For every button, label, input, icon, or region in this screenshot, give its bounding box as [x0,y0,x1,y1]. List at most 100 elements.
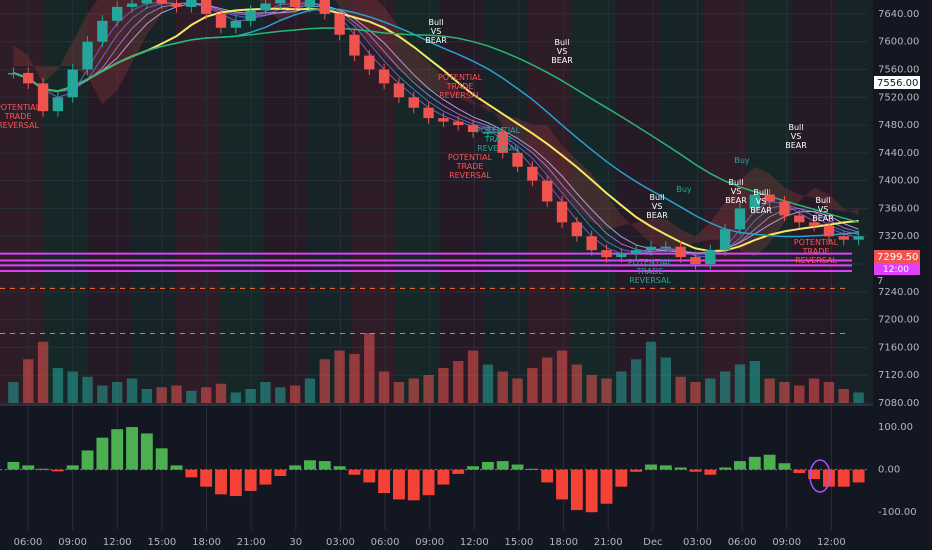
volume-bar [823,382,835,403]
candle-body [571,222,583,237]
candle-body [52,97,64,112]
x-tick-label: 18:00 [192,537,221,548]
histogram-bar [645,464,657,470]
histogram-bar [7,461,20,470]
volume-bar [794,385,805,403]
session-band [44,0,88,405]
candle-body [141,0,153,4]
histogram-bar [496,461,509,470]
histogram-bar [170,465,183,470]
green-ma-line [13,27,859,223]
candle-body [660,246,672,249]
volume-bar [52,368,64,403]
volume-bar [37,341,49,403]
volume-bar [23,359,34,403]
histogram-bar [585,469,598,513]
x-tick-label: 21:00 [237,537,266,548]
x-tick-label: 21:00 [594,537,623,548]
annotation-label: REVERSAL [449,171,491,180]
oscillator-tick-label: 0.00 [878,465,900,476]
volume-bar [438,368,449,403]
annotation-label: VS [818,205,829,214]
annotation-label: Bull [728,178,743,187]
histogram-bar [96,437,109,470]
session-band [484,0,528,405]
annotation-label: TRADE [484,135,512,144]
x-tick-label: 03:00 [326,537,355,548]
y-tick-label: 7440.00 [878,148,919,159]
histogram-bar [541,469,554,483]
session-band [704,0,748,405]
volume-bar [349,354,360,403]
moving-averages [13,1,859,258]
last-price-tag: 7556.00 [874,76,920,89]
volume-bar [779,382,790,403]
histogram-bar [793,469,806,474]
annotation-label: BEAR [425,36,447,45]
histogram-bar [511,464,524,470]
volume-bar [82,376,93,403]
volume-bar [8,382,19,403]
annotation-label: REVERSAL [439,91,481,100]
x-tick-label: 12:00 [460,537,489,548]
candle-body [349,34,360,56]
y-tick-label: 7320.00 [878,231,919,242]
annotation-label: POTENTIAL [794,238,839,247]
histogram-bar [837,469,850,487]
candle-body [453,121,464,126]
volume-bar [601,378,612,403]
candle-body [8,72,19,75]
candle-body [808,222,820,226]
histogram-bar [363,469,376,483]
annotation-label: Bull [649,193,664,202]
volume-bar [512,378,523,403]
y-tick-label: 7480.00 [878,120,919,131]
x-tick-label: 15:00 [505,537,534,548]
candle-body [215,13,227,28]
annotation-label: VS [791,132,802,141]
annotation-label: POTENTIAL [438,73,483,82]
candle-body [319,0,330,14]
volume-bar [482,364,494,403]
y-tick-label: 7400.00 [878,176,919,187]
x-tick-label: 30 [289,537,302,548]
y-tick-label: 7200.00 [878,315,919,326]
histogram-bar [704,469,717,475]
candle-body [675,246,686,258]
histogram-bar [393,469,405,500]
annotation-label: POTENTIAL [476,126,521,135]
candle-body [364,55,375,70]
candle-body [200,0,212,14]
candle-body [156,0,167,4]
y-tick-label: 7080.00 [878,398,919,409]
x-tick-label: 06:00 [371,537,400,548]
histogram-bar [748,456,761,470]
histogram-bar [215,469,227,495]
session-band [440,0,484,405]
candlesticks [8,0,864,270]
y-tick-label: 7240.00 [878,287,919,298]
volume-bar [571,364,583,403]
histogram-bar [185,469,198,478]
histogram-bar [600,469,613,504]
annotation-label: POTENTIAL [628,258,673,267]
histogram-bar [808,469,821,479]
histogram-bar [556,469,568,500]
volume-bar [156,387,167,403]
volume-bar [408,378,419,403]
annotation-label: POTENTIAL [0,103,41,112]
volume-bar [230,392,242,403]
annotation-label: Buy [734,156,750,165]
time-axis[interactable]: 06:00 09:00 12:00 15:00 18:00 21:00 30 03:00 06:… [0,530,932,550]
candle-body [794,215,805,223]
y-tick-label: 7360.00 [878,203,919,214]
x-tick-label: 03:00 [683,537,712,548]
volume-bar [630,359,642,403]
volume-bar [141,389,153,403]
annotation-label: Bull [753,188,768,197]
candle-body [734,208,746,230]
histogram-bar [778,463,791,470]
volume-bar [719,371,731,403]
y-tick-label: 7600.00 [878,37,919,48]
